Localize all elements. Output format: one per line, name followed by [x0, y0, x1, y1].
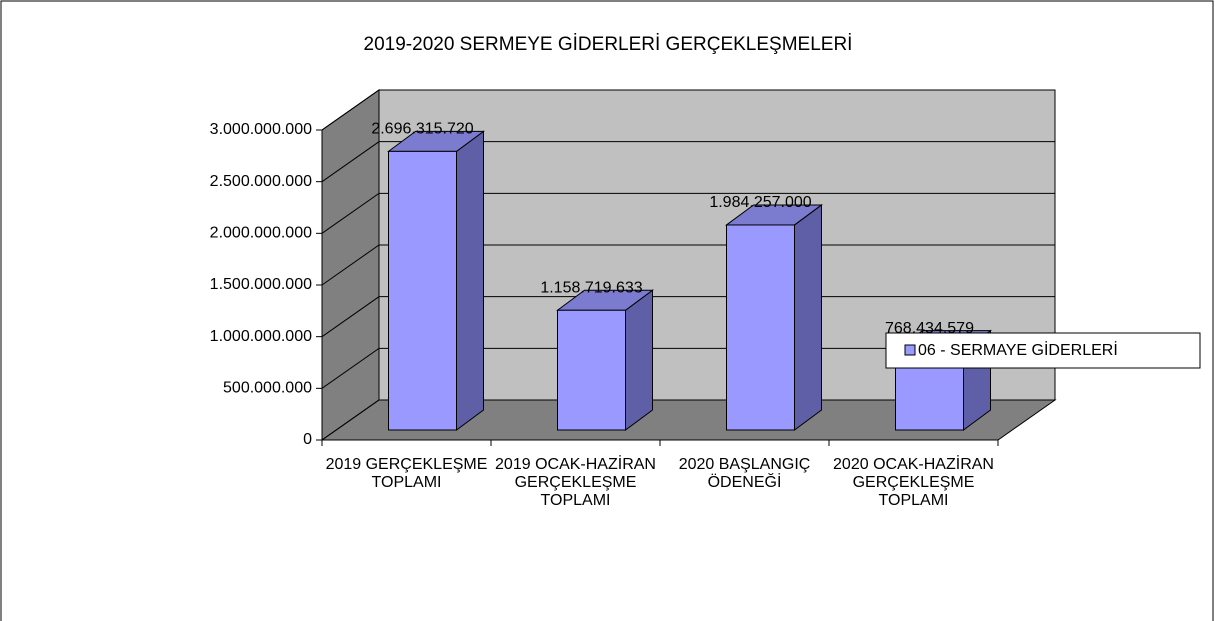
legend-swatch [904, 344, 916, 356]
grid-line [321, 296, 1055, 338]
data-label: 1.984.257.000 [709, 194, 811, 211]
legend-label: 06 - SERMAYE GİDERLERİ [918, 340, 1118, 359]
grid-line [321, 347, 1055, 389]
grid-line [321, 89, 1055, 131]
x-tick-label: 2020 BAŞLANGIÇ ÖDENEĞİ [678, 456, 811, 491]
x-tick-label: 2019 OCAK-HAZİRAN GERÇEKLEŞME TOPLAMI [495, 456, 656, 509]
bar-side [625, 289, 653, 431]
legend-box [885, 332, 1201, 369]
bar [388, 150, 457, 431]
y-tick-label: 3.000.000.000 [210, 121, 312, 138]
bar [557, 309, 626, 431]
grid-line [321, 399, 1055, 441]
x-tick-label: 2019 GERÇEKLEŞME TOPLAMI [325, 456, 488, 491]
y-tick-label: 1.500.000.000 [210, 276, 312, 293]
bar-side [794, 203, 822, 431]
grid-line [321, 244, 1055, 286]
grid-line [321, 141, 1055, 183]
y-tick-label: 0 [303, 431, 312, 448]
bar [726, 224, 795, 431]
y-tick-label: 1.000.000.000 [210, 328, 312, 345]
y-tick-label: 2.000.000.000 [210, 225, 312, 242]
chart-title: 2019-2020 SERMEYE GİDERLERİ GERÇEKLEŞMEL… [364, 34, 853, 55]
bar-side [456, 130, 484, 431]
x-tick-label: 2020 OCAK-HAZİRAN GERÇEKLEŞME TOPLAMI [833, 456, 994, 509]
data-label: 1.158.719.633 [540, 279, 642, 296]
y-tick-label: 500.000.000 [223, 380, 312, 397]
data-label: 2.696.315.720 [371, 121, 473, 138]
grid-line [321, 192, 1055, 234]
y-tick-label: 2.500.000.000 [210, 173, 312, 190]
